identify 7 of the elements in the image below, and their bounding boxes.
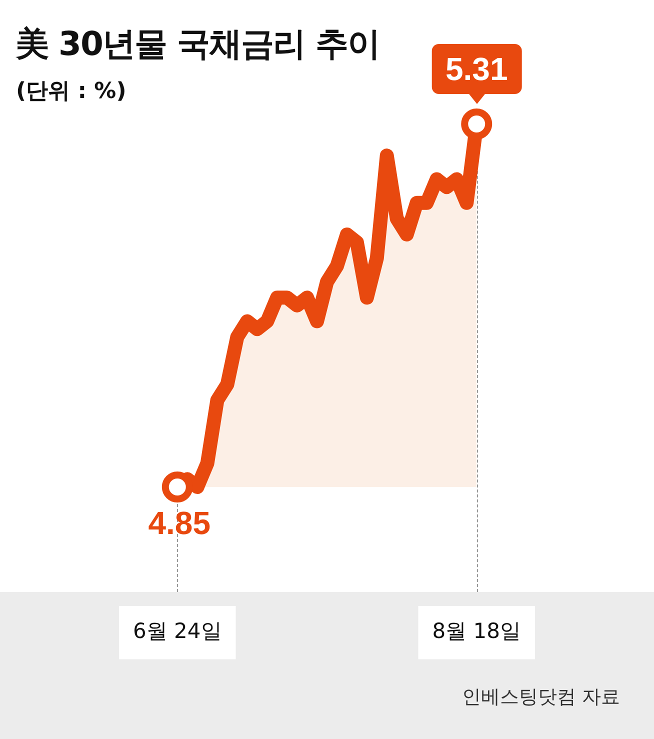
data-label: 5.31 (431, 44, 522, 94)
data-label: 4.85 (148, 504, 211, 541)
chart-subtitle: (단위 : %) (16, 78, 126, 106)
x-tick-label: 6월 24일 (132, 619, 222, 644)
chart-title: 美 30년물 국채금리 추이 (16, 23, 380, 65)
annotation: 인베스팅닷컴 자료 (462, 685, 620, 710)
x-tick-label: 8월 18일 (432, 619, 522, 644)
